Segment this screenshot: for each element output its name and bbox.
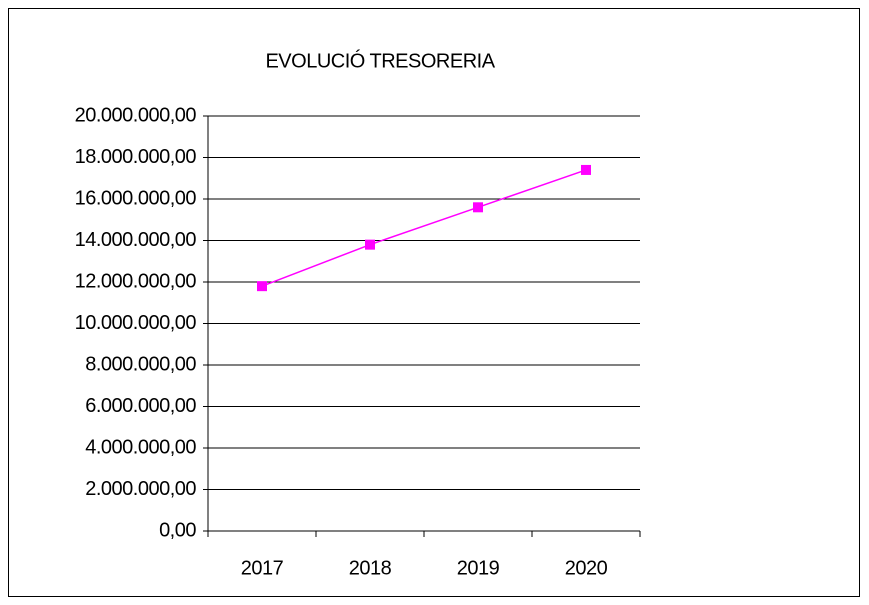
data-point [365, 239, 375, 250]
y-tick-label: 10.000.000,00 [75, 312, 197, 334]
x-tick-label: 2017 [241, 557, 284, 579]
x-tick-label: 2020 [565, 557, 608, 579]
y-tick-label: 2.000.000,00 [85, 478, 196, 500]
y-tick-label: 8.000.000,00 [85, 353, 196, 375]
y-tick-label: 6.000.000,00 [85, 395, 196, 417]
y-tick-label: 12.000.000,00 [75, 270, 197, 292]
x-tick-label: 2018 [349, 557, 392, 579]
x-tick-label: 2019 [457, 557, 500, 579]
y-tick-label: 20.000.000,00 [75, 104, 197, 126]
chart-frame [8, 8, 860, 597]
y-tick-label: 14.000.000,00 [75, 229, 197, 251]
data-point [257, 281, 267, 292]
chart-title: EVOLUCIÓ TRESORERIA [265, 49, 495, 72]
data-point [473, 202, 483, 213]
y-tick-label: 0,00 [159, 519, 196, 541]
y-tick-label: 16.000.000,00 [75, 187, 197, 209]
data-point [581, 164, 591, 175]
series-line [261, 169, 587, 287]
y-tick-label: 18.000.000,00 [75, 146, 197, 168]
y-tick-label: 4.000.000,00 [85, 436, 196, 458]
